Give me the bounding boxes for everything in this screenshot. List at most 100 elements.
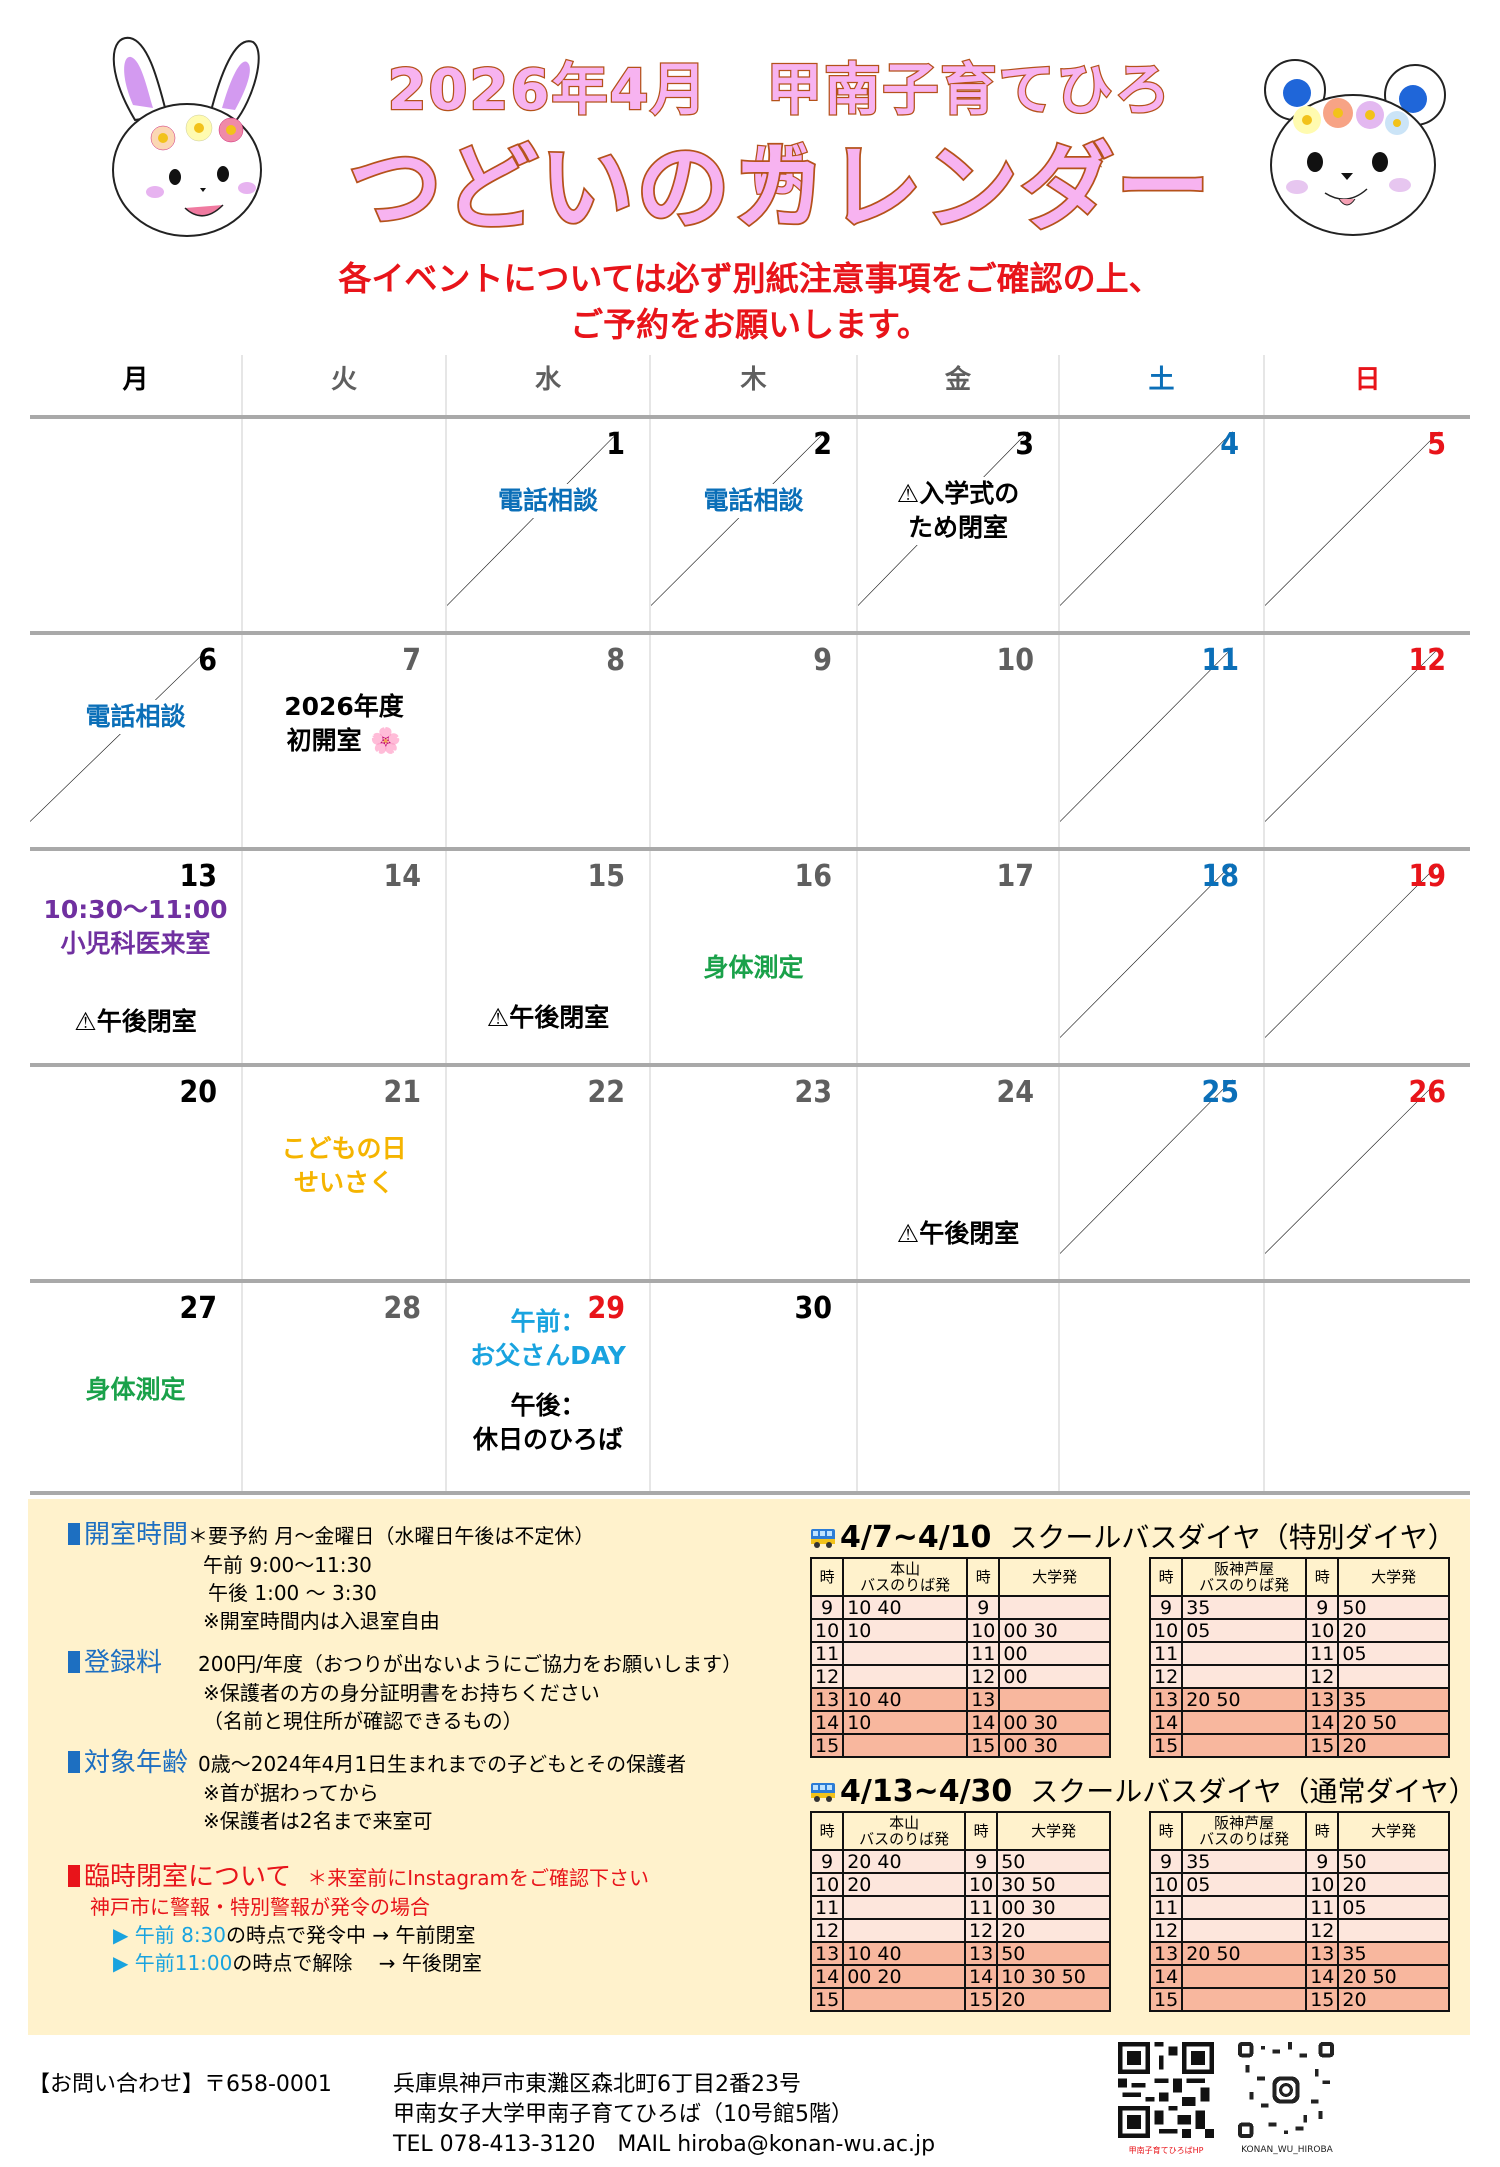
day-number: 19 bbox=[1408, 859, 1446, 894]
timetable-hour: 9 bbox=[964, 1849, 999, 1874]
timetable-header: 時 bbox=[1148, 1557, 1184, 1597]
event-label: 電話相談 bbox=[61, 700, 210, 734]
calendar-day-cell: 7 2026年度 初開室 🌸 bbox=[243, 635, 447, 847]
timetable-row: 14 14 20 50 bbox=[1148, 1710, 1450, 1735]
calendar-day-cell: 26 bbox=[1265, 1067, 1470, 1279]
event-label: ⚠午後閉室 bbox=[486, 1003, 610, 1032]
timetable-minutes: 30 50 bbox=[996, 1872, 1111, 1897]
calendar-day-cell: 30 bbox=[651, 1283, 858, 1491]
day-number: 24 bbox=[996, 1075, 1034, 1110]
day-number: 11 bbox=[1201, 643, 1239, 678]
calendar-week-row: 20 21 こどもの日 せいさく 22 23 24 ⚠午後閉室 25 26 bbox=[30, 1063, 1470, 1279]
day-number: 6 bbox=[198, 643, 217, 678]
timetable-row: 12 12 bbox=[1148, 1918, 1450, 1943]
timetable-minutes bbox=[1181, 1987, 1308, 2012]
calendar-week-row: 1 電話相談 2 電話相談 3 ⚠入学式の ため閉室 4 5 bbox=[30, 415, 1470, 631]
target-age-range: 0歳～2024年4月1日生まれまでの子どもとその保護者 bbox=[198, 1752, 687, 1776]
bus-icon bbox=[811, 1529, 835, 1548]
timetable-hour: 14 bbox=[809, 1710, 845, 1735]
timetable-hour: 10 bbox=[1148, 1618, 1184, 1643]
calendar-week-row: 13 10:30～11:00 小児科医来室 ⚠午後閉室 14 15 ⚠午後閉室 16 身体測定 1… bbox=[30, 847, 1470, 1063]
timetable-row: 11 11 05 bbox=[1148, 1641, 1450, 1666]
timetable-row: 13 20 50 13 35 bbox=[1148, 1687, 1450, 1712]
temporary-closure-condition: 神戸市に警報・特別警報が発令の場合 bbox=[90, 1895, 430, 1919]
timetable-hour: 15 bbox=[809, 1733, 845, 1758]
calendar-day-cell: 21 こどもの日 せいさく bbox=[243, 1067, 447, 1279]
day-number: 22 bbox=[587, 1075, 625, 1110]
page-title-month: 2026年4月 甲南子育てひろば bbox=[386, 57, 1173, 206]
timetable-hour: 13 bbox=[809, 1687, 845, 1712]
day-number: 1 bbox=[606, 427, 625, 462]
calendar-empty-cell bbox=[1265, 1283, 1470, 1491]
rule-2-text: の時点で解除 → 午後閉室 bbox=[232, 1951, 482, 1975]
timetable-minutes: 35 bbox=[1181, 1849, 1308, 1874]
timetable-header: 大学発 bbox=[1337, 1811, 1450, 1851]
rabbit-mascot-image bbox=[95, 30, 275, 245]
temporary-closure-instagram-note: ＊来室前にInstagramをご確認下さい bbox=[307, 1866, 649, 1890]
timetable-hour: 13 bbox=[1305, 1941, 1340, 1966]
calendar-day-cell: 4 bbox=[1060, 419, 1265, 631]
timetable-header: 大学発 bbox=[996, 1811, 1111, 1851]
day-number: 20 bbox=[179, 1075, 217, 1110]
timetable-hour: 9 bbox=[1148, 1595, 1184, 1620]
timetable-minutes bbox=[842, 1733, 969, 1758]
timetable-row: 9 35 9 50 bbox=[1148, 1849, 1450, 1874]
timetable-hour: 14 bbox=[1305, 1710, 1340, 1735]
temporary-closure-heading: 臨時閉室について bbox=[68, 1861, 291, 1893]
timetable-row: 12 12 bbox=[1148, 1664, 1450, 1689]
registration-fee-id-note: ※保護者の方の身分証明書をお持ちください bbox=[203, 1681, 600, 1705]
timetable-minutes: 10 40 bbox=[842, 1941, 967, 1966]
timetable-row: 10 05 10 20 bbox=[1148, 1872, 1450, 1897]
calendar-day-cell: 3 ⚠入学式の ため閉室 bbox=[858, 419, 1060, 631]
timetable-minutes bbox=[998, 1687, 1111, 1712]
timetable-row: 13 20 50 13 35 bbox=[1148, 1941, 1450, 1966]
target-age-note-2: ※保護者は2名まで来室可 bbox=[203, 1809, 433, 1833]
timetable-hour: 10 bbox=[966, 1618, 1001, 1643]
day-number: 2 bbox=[813, 427, 832, 462]
timetable-hour: 11 bbox=[964, 1895, 999, 1920]
timetable-row: 10 10 10 00 30 bbox=[809, 1618, 1111, 1643]
event-label: 午前： bbox=[510, 1307, 586, 1336]
address-line-1: 兵庫県神戸市東灘区森北町6丁目2番23号 bbox=[393, 2072, 801, 2097]
timetable-hour: 12 bbox=[964, 1918, 999, 1943]
timetable-minutes bbox=[998, 1595, 1111, 1620]
calendar-day-cell: 20 bbox=[30, 1067, 243, 1279]
timetable-minutes bbox=[842, 1987, 967, 2012]
calendar-day-cell: 2 電話相談 bbox=[651, 419, 858, 631]
homepage-qr-code[interactable] bbox=[1118, 2042, 1214, 2138]
contact-label: 【お問い合わせ】〒658-0001 bbox=[28, 2072, 332, 2097]
calendar-week-row: 6 電話相談 7 2026年度 初開室 🌸 8 9 10 11 12 bbox=[30, 631, 1470, 847]
event-label: 初開室 🌸 bbox=[286, 726, 402, 755]
registration-fee-amount: 200円/年度（おつりが出ないようにご協力をお願いします） bbox=[198, 1652, 743, 1676]
bus-schedule-name: スクールバスダイヤ（通常ダイヤ） bbox=[1030, 1775, 1477, 1808]
timetable-hour: 11 bbox=[809, 1895, 845, 1920]
address-line-2: 甲南女子大学甲南子育てひろば（10号館5階） bbox=[393, 2102, 853, 2127]
timetable-minutes: 05 bbox=[1337, 1895, 1450, 1920]
event-label: 電話相談 bbox=[477, 484, 619, 518]
day-number: 29 bbox=[587, 1291, 625, 1326]
timetable-hour: 14 bbox=[1148, 1710, 1184, 1735]
timetable-minutes: 20 bbox=[996, 1918, 1111, 1943]
timetable-hour: 11 bbox=[1148, 1895, 1184, 1920]
reservation-notice: 各イベントについては必ず別紙注意事項をご確認の上、 ご予約をお願いします。 bbox=[200, 256, 1300, 348]
contact-phone-email: TEL 078-413-3120 MAIL hiroba@konan-wu.ac… bbox=[393, 2132, 936, 2157]
calendar-empty-cell bbox=[858, 1283, 1060, 1491]
timetable-minutes bbox=[842, 1895, 967, 1920]
timetable-minutes: 00 30 bbox=[998, 1733, 1111, 1758]
timetable-row: 15 15 20 bbox=[1148, 1733, 1450, 1758]
timetable-hour: 14 bbox=[809, 1964, 845, 1989]
opening-hours-heading: 開室時間 bbox=[68, 1519, 188, 1551]
timetable-header: 時 bbox=[964, 1811, 999, 1851]
timetable-header: 時 bbox=[809, 1811, 845, 1851]
timetable-hour: 15 bbox=[1305, 1987, 1340, 2012]
rule-1-time: ▶ 午前 8:30 bbox=[113, 1923, 227, 1947]
facility-info: 開室時間＊要予約 月～金曜日（水曜日午後は不定休） 午前 9:00～11:30 … bbox=[68, 1519, 828, 1989]
bus-schedule-name: スクールバスダイヤ（特別ダイヤ） bbox=[1009, 1521, 1456, 1554]
instagram-qr-code[interactable] bbox=[1238, 2042, 1334, 2138]
opening-hours-note: ※開室時間内は入退室自由 bbox=[203, 1609, 440, 1633]
timetable-header: 本山 バスのりば発 bbox=[842, 1811, 967, 1851]
timetable-header: 大学発 bbox=[1337, 1557, 1450, 1597]
day-number: 5 bbox=[1427, 427, 1446, 462]
timetable-row: 10 05 10 20 bbox=[1148, 1618, 1450, 1643]
page-title-calendar: つどいのカレンダー bbox=[346, 132, 1212, 245]
